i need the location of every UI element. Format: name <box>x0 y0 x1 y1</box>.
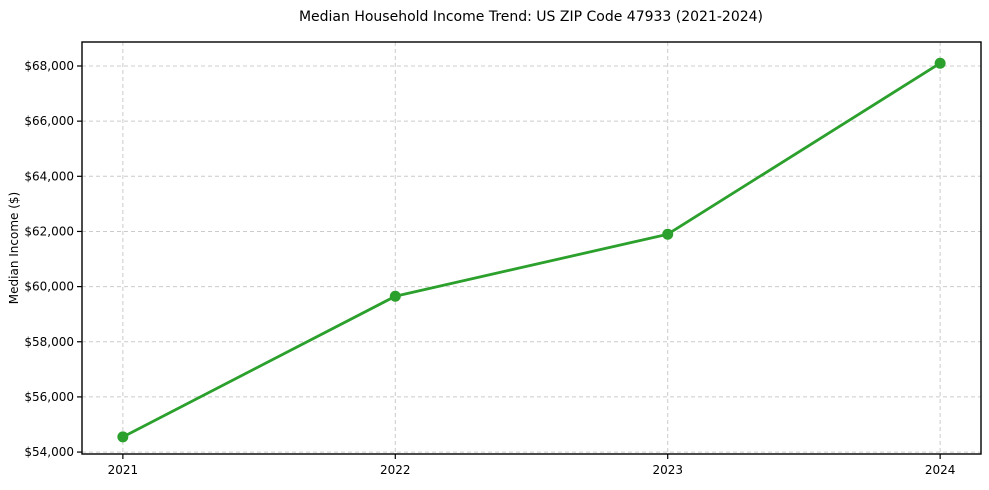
y-tick-label: $56,000 <box>24 390 74 404</box>
y-tick-label: $62,000 <box>24 224 74 238</box>
x-tick-label: 2022 <box>380 463 411 477</box>
data-point-marker <box>389 290 401 302</box>
plot-frame <box>81 41 982 455</box>
trend-line <box>121 61 942 439</box>
data-point-marker <box>117 431 129 443</box>
y-axis-label: Median Income ($) <box>7 192 21 304</box>
plot-area: $54,000 $56,000 $58,000 $60,000 $62,000 $64,0… <box>24 41 982 477</box>
y-tick-label: $58,000 <box>24 335 74 349</box>
x-tick-label: 2023 <box>652 463 683 477</box>
y-tick-label: $54,000 <box>24 445 74 459</box>
y-tick-label: $64,000 <box>24 169 74 183</box>
y-tick-label: $66,000 <box>24 114 74 128</box>
y-tick-label: $68,000 <box>24 59 74 73</box>
x-tick-label: 2021 <box>108 463 139 477</box>
data-point-marker <box>662 228 674 240</box>
x-tick-label: 2024 <box>925 463 956 477</box>
data-point-marker <box>934 57 946 69</box>
y-tick-label: $60,000 <box>24 280 74 294</box>
chart-title: Median Household Income Trend: US ZIP Co… <box>299 9 763 25</box>
